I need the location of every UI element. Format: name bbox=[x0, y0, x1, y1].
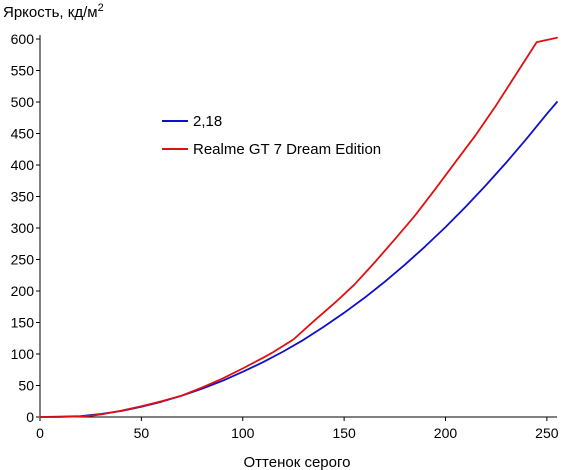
y-tick-label: 50 bbox=[18, 378, 34, 394]
y-tick-label: 550 bbox=[11, 63, 35, 79]
x-tick-label: 200 bbox=[434, 425, 458, 441]
x-tick-label: 100 bbox=[231, 425, 255, 441]
plot-area: 0 50 100 150 200 250 300 350 400 450 500 550 600 0 50 1… bbox=[11, 31, 559, 441]
y-tick-label: 350 bbox=[11, 189, 35, 205]
y-tick-label: 0 bbox=[26, 409, 34, 425]
x-tick-label: 0 bbox=[36, 425, 44, 441]
x-tick-label: 250 bbox=[535, 425, 559, 441]
y-tick-label: 450 bbox=[11, 126, 35, 142]
legend-label-red: Realme GT 7 Dream Edition bbox=[193, 141, 381, 158]
y-tick-label: 400 bbox=[11, 157, 35, 173]
y-tick-label: 500 bbox=[11, 94, 35, 110]
series-line-1 bbox=[39, 36, 558, 418]
x-tick-label: 150 bbox=[332, 425, 356, 441]
y-axis-title-superscript: 2 bbox=[98, 2, 104, 14]
y-tick-label: 100 bbox=[11, 346, 35, 362]
y-tick-label: 300 bbox=[11, 220, 35, 236]
y-axis-title: Яркость, кд/м2 bbox=[3, 2, 104, 21]
y-tick-label: 200 bbox=[11, 283, 35, 299]
y-tick-label: 250 bbox=[11, 252, 35, 268]
y-tick-label: 600 bbox=[11, 31, 35, 47]
legend: 2,18 Realme GT 7 Dream Edition bbox=[162, 113, 381, 158]
x-axis-title: Оттенок серого bbox=[244, 454, 351, 470]
x-tick-label: 50 bbox=[134, 425, 150, 441]
svg-text:Яркость, кд/м2: Яркость, кд/м2 bbox=[3, 2, 104, 21]
legend-label-blue: 2,18 bbox=[193, 113, 222, 130]
y-tick-label: 150 bbox=[11, 315, 35, 331]
